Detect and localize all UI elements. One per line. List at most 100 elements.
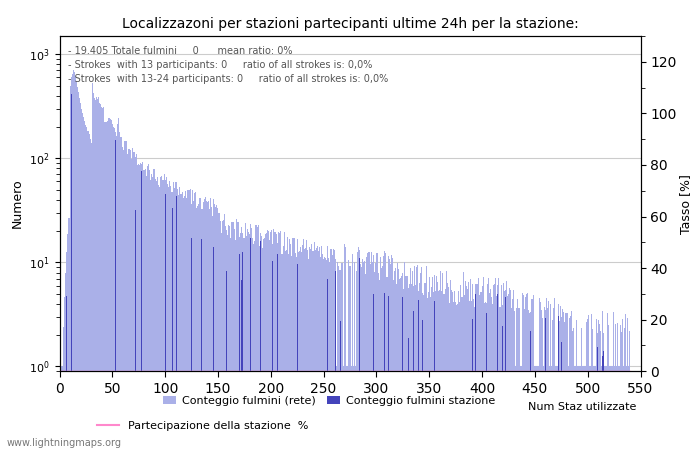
Bar (416, 267, 417, 450)
Bar (561, 317, 562, 450)
Bar (113, 127, 114, 450)
Bar (192, 190, 193, 450)
Bar (291, 256, 293, 450)
Bar (558, 305, 559, 450)
Bar (550, 304, 551, 450)
Bar (442, 273, 444, 450)
Bar (92, 83, 93, 450)
Bar (191, 238, 192, 450)
Bar (440, 271, 442, 450)
Bar (405, 276, 407, 450)
Bar (450, 280, 451, 450)
Bar (521, 366, 522, 450)
Bar (356, 271, 357, 450)
Bar (114, 127, 115, 450)
Bar (150, 180, 151, 450)
Bar (141, 171, 142, 450)
Bar (276, 243, 278, 450)
Bar (573, 328, 575, 450)
Bar (524, 310, 525, 450)
Bar (467, 289, 468, 450)
Bar (265, 234, 266, 450)
Bar (98, 97, 99, 450)
Bar (156, 181, 158, 450)
Bar (99, 103, 100, 450)
Bar (347, 366, 349, 450)
Bar (353, 366, 354, 450)
Bar (233, 222, 235, 450)
Bar (377, 253, 378, 450)
Bar (84, 121, 85, 450)
Bar (542, 366, 544, 450)
Bar (151, 174, 152, 450)
Bar (133, 152, 134, 450)
Bar (474, 307, 475, 450)
Bar (254, 241, 256, 450)
Bar (394, 271, 395, 450)
Bar (357, 252, 358, 450)
Bar (414, 266, 415, 450)
Bar (61, 366, 62, 450)
Bar (149, 171, 150, 450)
Bar (384, 251, 386, 450)
Bar (190, 189, 191, 450)
Bar (66, 296, 67, 450)
Bar (446, 270, 447, 450)
Bar (526, 294, 527, 450)
Bar (137, 165, 138, 450)
Bar (138, 164, 139, 450)
Bar (469, 301, 470, 450)
Bar (241, 252, 243, 450)
Bar (200, 209, 202, 450)
Bar (456, 306, 457, 450)
Bar (231, 222, 232, 450)
Bar (459, 302, 461, 450)
Bar (132, 148, 133, 450)
Bar (505, 290, 506, 450)
Bar (148, 164, 149, 450)
Bar (108, 118, 110, 450)
Bar (581, 328, 582, 450)
Bar (78, 92, 79, 450)
Bar (558, 316, 559, 450)
Bar (293, 238, 295, 450)
Bar (209, 210, 210, 450)
Bar (494, 284, 496, 450)
Bar (458, 291, 459, 450)
Bar (553, 309, 554, 450)
Bar (580, 366, 581, 450)
Bar (583, 366, 584, 450)
Bar (74, 72, 75, 450)
Bar (71, 74, 73, 450)
Bar (627, 318, 629, 450)
Bar (399, 279, 400, 450)
Bar (260, 236, 262, 450)
Bar (237, 222, 239, 450)
Bar (444, 289, 446, 450)
Bar (503, 284, 504, 450)
Bar (366, 256, 368, 450)
Y-axis label: Tasso [%]: Tasso [%] (680, 174, 692, 234)
Bar (384, 293, 386, 450)
Bar (75, 76, 76, 450)
Bar (88, 130, 89, 450)
Bar (585, 366, 586, 450)
Bar (461, 297, 463, 450)
Bar (540, 310, 542, 450)
Bar (413, 285, 414, 450)
Bar (119, 131, 120, 450)
Bar (472, 284, 473, 450)
Bar (492, 304, 493, 450)
Bar (498, 279, 500, 450)
Bar (374, 264, 376, 450)
Bar (562, 309, 563, 450)
Bar (551, 366, 552, 450)
Bar (473, 298, 474, 450)
Bar (274, 232, 276, 450)
Bar (172, 192, 173, 450)
Bar (579, 366, 580, 450)
Bar (623, 366, 624, 450)
Bar (122, 147, 123, 450)
Bar (194, 193, 195, 450)
Bar (619, 366, 620, 450)
